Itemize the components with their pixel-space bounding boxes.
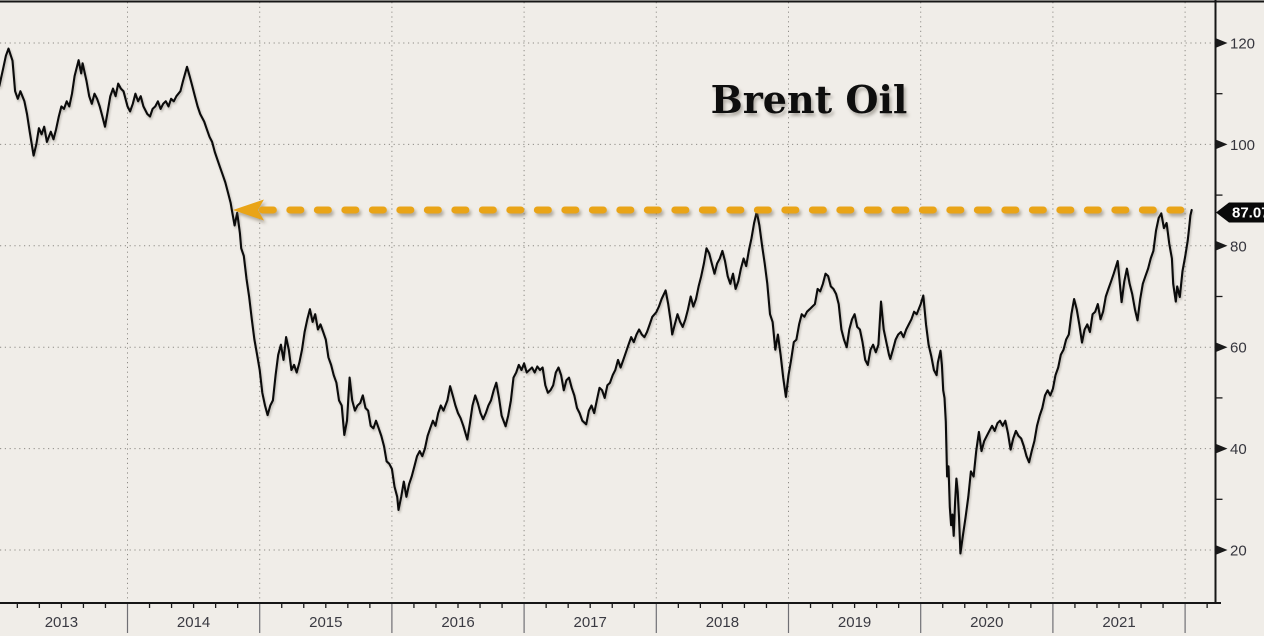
x-year-label-2013: 2013 [45,614,78,631]
price-flag: 87.07 [1216,202,1264,223]
y-tick-arrow-40 [1216,444,1228,454]
x-year-label-2018: 2018 [706,614,739,631]
y-tick-label-120: 120 [1230,36,1255,53]
dashed-arrow-annotation [232,199,1196,221]
x-year-label-2015: 2015 [309,614,342,631]
x-year-label-2016: 2016 [441,614,474,631]
brent-price-line [0,47,1193,555]
grid-layer [0,2,1216,603]
x-year-label-2021: 2021 [1102,614,1135,631]
y-tick-arrow-20 [1216,545,1228,555]
chart-title: Brent Oil [711,77,908,122]
y-tick-label-60: 60 [1230,340,1247,357]
price-line-layer [0,47,1193,555]
y-tick-arrow-80 [1216,241,1228,251]
price-flag-value: 87.07 [1232,205,1264,222]
y-tick-label-20: 20 [1230,543,1247,560]
x-year-label-2014: 2014 [177,614,210,631]
y-tick-arrow-120 [1216,38,1228,48]
y-tick-label-100: 100 [1230,137,1255,154]
price-flag-shape [1216,202,1264,223]
y-tick-arrow-60 [1216,342,1228,352]
y-tick-label-40: 40 [1230,441,1247,458]
x-year-label-2017: 2017 [574,614,607,631]
y-tick-arrow-100 [1216,139,1228,149]
left-arrowhead-icon [232,199,264,221]
y-tick-label-80: 80 [1230,238,1247,255]
x-year-label-2019: 2019 [838,614,871,631]
x-year-label-2020: 2020 [970,614,1003,631]
